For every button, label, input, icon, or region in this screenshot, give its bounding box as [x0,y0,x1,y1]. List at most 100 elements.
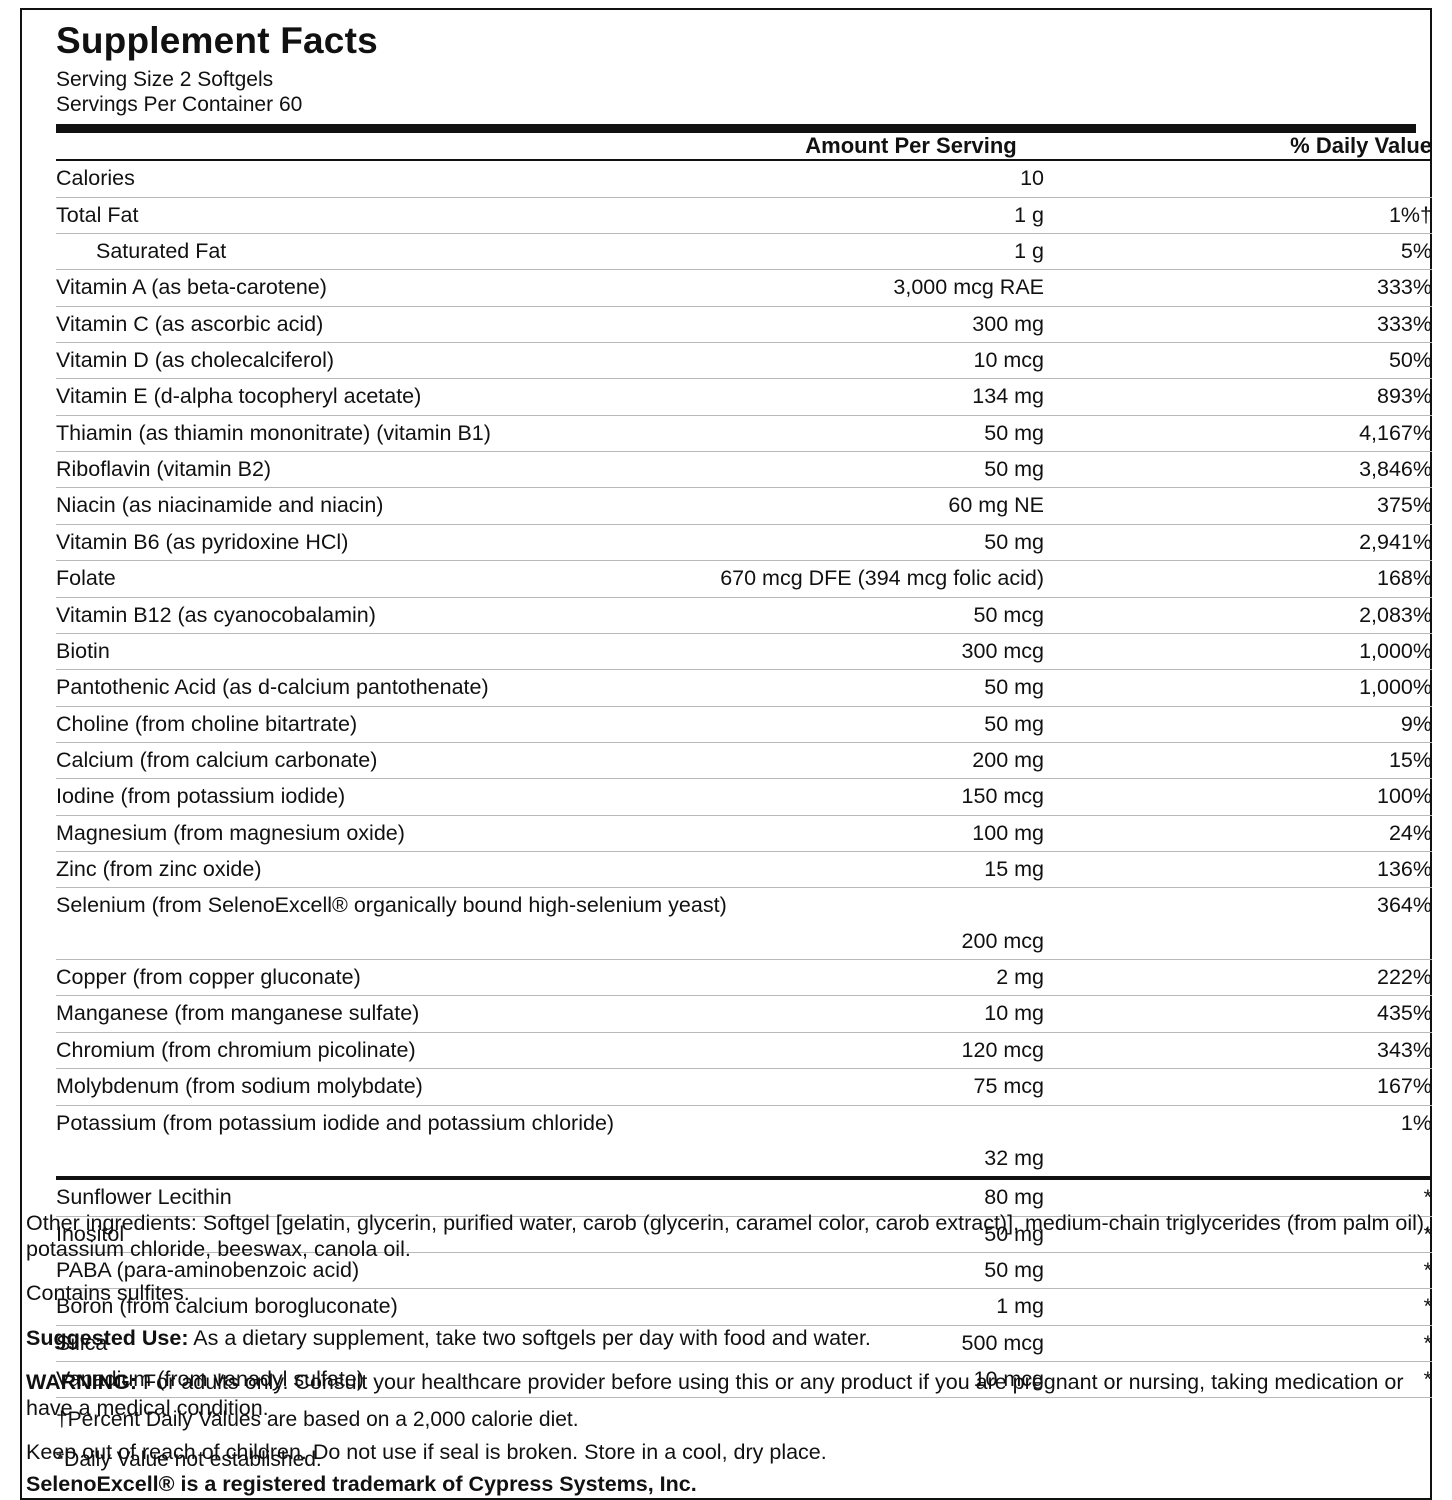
nutrient-name: Copper (from copper gluconate) [56,959,716,997]
nutrient-amount: 60 mg NE [716,487,1106,525]
nutrient-name: Vanadium (from vanadyl sulfate) [56,1361,716,1399]
nutrient-daily-value: * [1106,1178,1432,1217]
nutrient-amount: 15 mg [716,851,1106,889]
nutrient-daily-value: 15% [1106,742,1432,780]
nutrient-daily-value: * [1106,1288,1432,1326]
nutrient-daily-value: 333% [1106,306,1432,344]
contains-statement: Contains sulfites. [26,1281,190,1306]
nutrient-amount: 50 mg [716,415,1106,453]
header-daily-value: % Daily Value [1106,133,1432,162]
nutrient-name: Calories [56,160,716,198]
table-row: Vitamin B12 (as cyanocobalamin) 50 mcg 2,0… [56,597,1432,634]
nutrient-amount: 50 mg [716,1216,1106,1254]
page-title: Supplement Facts [56,20,378,61]
footnote-star: *Daily Value not established. [56,1448,322,1472]
suggested-use-label: Suggested Use: [26,1325,189,1350]
table-row: Vitamin A (as beta-carotene) 3,000 mcg RA… [56,269,1432,307]
table-row: PABA (para-aminobenzoic acid) 50 mg * [56,1252,1432,1290]
nutrient-daily-value: 222% [1106,959,1432,997]
nutrient-name: Zinc (from zinc oxide) [56,851,716,889]
nutrient-name: PABA (para-aminobenzoic acid) [56,1252,716,1290]
nutrient-daily-value: 343% [1106,1032,1432,1070]
row-spacer [1106,1140,1432,1181]
nutrient-name: Folate [56,560,716,598]
nutrient-name: Manganese (from manganese sulfate) [56,995,716,1033]
row-spacer [1106,923,1432,961]
nutrient-amount: 10 mg [716,995,1106,1033]
footnotes: †Percent Daily Values are based on a 2,0… [56,1398,1418,1472]
nutrient-amount: 670 mcg DFE (394 mcg folic acid) [716,560,1106,598]
header-spacer [56,133,716,162]
nutrient-amount: 500 mcg [716,1325,1106,1363]
nutrient-daily-value: 375% [1106,487,1432,525]
nutrient-name: Magnesium (from magnesium oxide) [56,815,716,853]
table-header-row: Amount Per Serving % Daily Value [56,133,1432,162]
nutrient-amount: 10 mcg [716,342,1106,380]
table-row: Inositol 50 mg * [56,1216,1432,1254]
table-row: Vitamin D (as cholecalciferol) 10 mcg 50% [56,342,1432,380]
table-row: Selenium (from SelenoExcell® organically… [56,888,1432,924]
nutrient-amount: 100 mg [716,815,1106,853]
nutrient-daily-value: 435% [1106,995,1432,1033]
nutrient-daily-value: 50% [1106,342,1432,380]
table-row: Vanadium (from vanadyl sulfate) 10 mcg * [56,1361,1432,1399]
warning-label: WARNING: [26,1369,138,1394]
nutrient-amount: 200 mcg [716,923,1106,961]
header-thick-rule [56,124,1416,134]
nutrient-daily-value: 2,941% [1106,524,1432,562]
nutrient-name: Vitamin A (as beta-carotene) [56,269,716,307]
table-row: Copper (from copper gluconate) 2 mg 222% [56,959,1432,997]
table-row: Niacin (as niacinamide and niacin) 60 mg … [56,487,1432,525]
label-body-text: Other ingredients: Softgel [gelatin, gly… [26,1210,1436,1484]
servings-per-container: Servings Per Container 60 [56,93,303,117]
table-row: Choline (from choline bitartrate) 50 mg 9% [56,706,1432,743]
serving-size: Serving Size 2 Softgels [56,67,274,91]
table-row: Manganese (from manganese sulfate) 10 mg 4… [56,995,1432,1033]
nutrient-amount: 2 mg [716,959,1106,997]
table-row: Vitamin E (d-alpha tocopheryl acetate) 13… [56,378,1432,416]
nutrient-amount: 50 mg [716,706,1106,743]
nutrient-daily-value: 9% [1106,706,1432,743]
row-spacer [56,1140,716,1181]
nutrient-name: Boron (from calcium borogluconate) [56,1288,716,1326]
keep-out-of-reach: Keep out of reach of children. Do not us… [26,1440,827,1465]
table-row: Riboflavin (vitamin B2) 50 mg 3,846% [56,451,1432,489]
row-spacer [56,923,716,961]
nutrient-daily-value: 167% [1106,1068,1432,1106]
nutrient-amount: 3,000 mcg RAE [716,269,1106,307]
nutrient-daily-value: * [1106,1361,1432,1399]
nutrient-daily-value: * [1106,1325,1432,1363]
nutrient-name: Sunflower Lecithin [56,1178,716,1217]
nutrient-name: Niacin (as niacinamide and niacin) [56,487,716,525]
table-row: Vitamin B6 (as pyridoxine HCl) 50 mg 2,941… [56,524,1432,562]
nutrient-amount: 200 mg [716,742,1106,780]
nutrient-name: Vitamin B6 (as pyridoxine HCl) [56,524,716,562]
nutrient-amount: 50 mg [716,1252,1106,1290]
nutrient-daily-value: 24% [1106,815,1432,853]
nutrient-amount: 1 g [716,233,1106,271]
nutrient-name: Iodine (from potassium iodide) [56,778,716,816]
nutrient-amount: 1 g [716,197,1106,234]
nutrient-daily-value: 5% [1106,233,1432,271]
serving-info: Serving Size 2 Softgels Servings Per Con… [56,67,1418,117]
table-row: Magnesium (from magnesium oxide) 100 mg 24… [56,815,1432,853]
nutrient-name: Inositol [56,1216,716,1254]
nutrient-amount: 80 mg [716,1178,1106,1217]
nutrient-amount: 300 mg [716,306,1106,344]
nutrient-amount: 50 mg [716,669,1106,707]
nutrient-name: Vitamin B12 (as cyanocobalamin) [56,597,716,634]
table-row: Pantothenic Acid (as d-calcium pantothen… [56,669,1432,707]
nutrient-amount: 50 mg [716,524,1106,562]
nutrient-name: Pantothenic Acid (as d-calcium pantothen… [56,669,716,707]
table-row: Calcium (from calcium carbonate) 200 mg 15… [56,742,1432,780]
nutrition-table-body: Amount Per Serving % Daily Value Calorie… [56,133,1432,1399]
nutrient-name: Vitamin E (d-alpha tocopheryl acetate) [56,378,716,416]
nutrient-name: Silica [56,1325,716,1363]
nutrient-daily-value: 1,000% [1106,633,1432,671]
nutrient-name: Calcium (from calcium carbonate) [56,742,716,780]
nutrient-name: Chromium (from chromium picolinate) [56,1032,716,1070]
nutrient-name: Saturated Fat [56,233,716,271]
suggested-use: Suggested Use: As a dietary supplement, … [26,1325,1436,1351]
nutrient-amount: 32 mg [716,1140,1106,1181]
